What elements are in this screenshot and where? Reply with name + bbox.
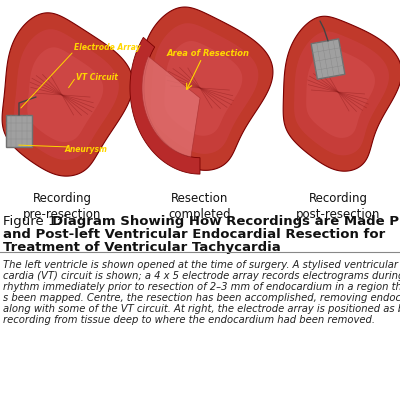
Polygon shape [138, 7, 273, 170]
Text: Electrode Array: Electrode Array [74, 42, 141, 52]
Polygon shape [306, 48, 375, 138]
Text: VT Circuit: VT Circuit [76, 72, 118, 82]
Polygon shape [164, 41, 242, 136]
Text: The left ventricle is shown opened at the time of surgery. A stylised ventricula: The left ventricle is shown opened at th… [3, 260, 400, 270]
Text: recording from tissue deep to where the endocardium had been removed.: recording from tissue deep to where the … [3, 315, 375, 325]
Bar [6, 115, 32, 147]
Text: and Post-left Ventricular Endocardial Resection for: and Post-left Ventricular Endocardial Re… [3, 228, 385, 241]
Polygon shape [151, 23, 258, 154]
Polygon shape [14, 29, 119, 160]
Polygon shape [2, 13, 133, 176]
Text: along with some of the VT circuit. At right, the electrode array is positioned a: along with some of the VT circuit. At ri… [3, 304, 400, 314]
Text: s been mapped. Centre, the resection has been accomplished, removing endocardium: s been mapped. Centre, the resection has… [3, 293, 400, 303]
Text: Diagram Showing How Recordings are Made Pre-: Diagram Showing How Recordings are Made … [52, 215, 400, 228]
Text: rhythm immediately prior to resection of 2–3 mm of endocardium in a region that : rhythm immediately prior to resection of… [3, 282, 400, 292]
Polygon shape [142, 56, 200, 157]
Polygon shape [130, 37, 200, 174]
Bar [311, 39, 345, 79]
Text: Figure 1:: Figure 1: [3, 215, 65, 228]
Text: Aneurysm: Aneurysm [64, 146, 107, 154]
Polygon shape [27, 47, 103, 142]
Polygon shape [294, 32, 389, 155]
Text: Resection
completed: Resection completed [169, 192, 231, 221]
Text: Recording
post-resection: Recording post-resection [296, 192, 380, 221]
Text: Treatment of Ventricular Tachycardia: Treatment of Ventricular Tachycardia [3, 241, 281, 254]
Text: Area of Resection: Area of Resection [166, 48, 250, 58]
Polygon shape [283, 16, 400, 171]
Text: Recording
pre-resection: Recording pre-resection [23, 192, 101, 221]
Text: cardia (VT) circuit is shown; a 4 x 5 electrode array records electrograms durin: cardia (VT) circuit is shown; a 4 x 5 el… [3, 271, 400, 281]
